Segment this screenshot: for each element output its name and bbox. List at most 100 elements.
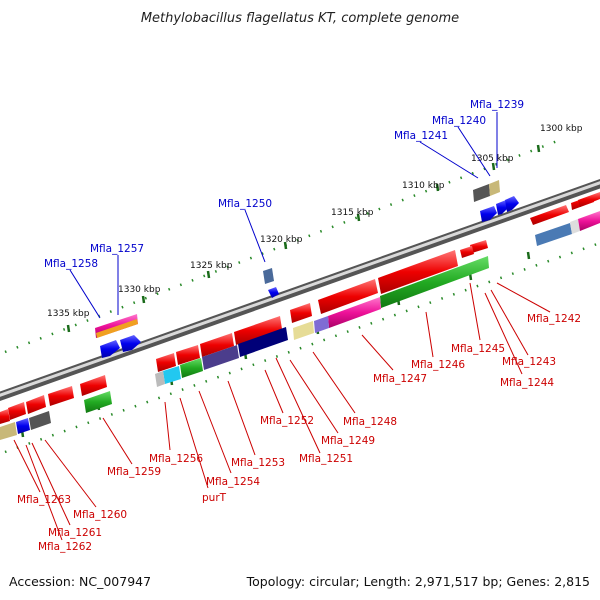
gene-feature — [8, 402, 26, 420]
tick-label: 1335 kbp — [47, 309, 90, 319]
label-leader-lines — [13, 112, 551, 541]
leader-line — [198, 390, 232, 474]
gene-label: Mfla_1250 — [218, 198, 272, 210]
leader-line — [227, 380, 256, 456]
gene-feature — [380, 256, 489, 308]
gene-label: Mfla_1252 — [260, 415, 314, 427]
gene-feature — [80, 375, 107, 396]
gene-label: Mfla_1245 — [451, 343, 505, 355]
gene-feature — [293, 321, 314, 340]
gene-label: Mfla_1246 — [411, 359, 465, 371]
leader-line — [31, 442, 71, 526]
gene-feature — [180, 358, 203, 378]
gene-label: purT — [202, 492, 227, 504]
gene-label: Mfla_1244 — [500, 377, 554, 389]
gene-feature — [378, 250, 458, 294]
tick-mark — [526, 251, 531, 260]
leader-line — [490, 289, 529, 356]
gene-label: Mfla_1254 — [206, 476, 260, 488]
gene-feature — [0, 422, 17, 440]
gene-label: Mfla_1253 — [231, 457, 285, 469]
gene-feature — [176, 345, 200, 365]
gene-feature — [489, 180, 500, 196]
upper-gene-labels: Mfla_1239 Mfla_1240 Mfla_1241 Mfla_1250 … — [44, 99, 524, 270]
leader-line — [419, 141, 479, 179]
gene-feature — [328, 297, 381, 328]
leader-line — [425, 311, 434, 358]
gene-feature — [100, 340, 120, 358]
scale-tick-labels: 1300 kbp 1305 kbp 1310 kbp 1315 kbp 1320… — [47, 124, 583, 319]
gene-feature — [16, 418, 30, 434]
gene-label: Mfla_1256 — [149, 453, 203, 465]
gene-feature — [120, 335, 141, 352]
gene-feature — [48, 386, 74, 406]
leader-line — [469, 282, 481, 341]
genome-stats-text: Topology: circular; Length: 2,971,517 bp… — [246, 574, 590, 589]
gene-feature — [26, 395, 46, 414]
chromosome-backbone — [0, 178, 600, 402]
tick-label: 1305 kbp — [471, 154, 514, 164]
leader-line — [289, 359, 339, 434]
gene-feature — [578, 192, 600, 207]
leader-line — [102, 417, 133, 465]
gene-label: Mfla_1258 — [44, 258, 98, 270]
gene-feature — [155, 371, 165, 387]
leader-line — [361, 334, 394, 371]
accession-text: Accession: NC_007947 — [9, 574, 151, 589]
lower-feature-track — [0, 211, 600, 440]
gene-feature — [84, 391, 112, 413]
tick-label: 1320 kbp — [260, 235, 303, 245]
gene-feature — [473, 184, 490, 202]
gene-label: Mfla_1239 — [470, 99, 524, 111]
leader-line — [264, 369, 284, 414]
tick-mark — [283, 241, 288, 250]
gene-feature — [505, 196, 519, 212]
tick-label: 1330 kbp — [118, 285, 161, 295]
gene-label: Mfla_1242 — [527, 313, 581, 325]
tick-label: 1325 kbp — [190, 261, 233, 271]
gene-feature — [263, 268, 274, 284]
gene-label: Mfla_1249 — [321, 435, 375, 447]
gene-feature — [234, 316, 282, 345]
gene-label: Mfla_1261 — [48, 527, 102, 539]
gene-label: Mfla_1243 — [502, 356, 556, 368]
lower-dotted-line — [4, 241, 600, 454]
leader-line — [179, 397, 209, 489]
tick-mark — [66, 324, 71, 333]
tick-mark — [536, 144, 541, 153]
gene-label: Mfla_1259 — [107, 466, 161, 478]
tick-mark — [206, 270, 211, 279]
leader-line — [164, 401, 171, 451]
genome-title: Methylobacillus flagellatus KT, complete… — [141, 11, 459, 26]
gene-label: Mfla_1241 — [394, 130, 448, 142]
gene-feature — [0, 409, 10, 424]
lower-gene-labels: Mfla_1242 Mfla_1243 Mfla_1244 Mfla_1245 … — [17, 313, 581, 553]
gene-feature — [290, 303, 312, 323]
leader-line — [244, 209, 266, 263]
gene-feature — [470, 240, 488, 253]
gene-feature — [578, 211, 600, 231]
gene-feature — [268, 287, 279, 298]
upper-feature-track — [95, 180, 600, 358]
tick-mark — [141, 295, 146, 304]
gene-feature — [314, 316, 329, 333]
gene-feature — [156, 353, 176, 372]
gene-feature — [163, 366, 181, 384]
tick-label: 1300 kbp — [540, 124, 583, 134]
gene-label: Mfla_1247 — [373, 373, 427, 385]
tick-label: 1310 kbp — [402, 181, 445, 191]
gene-label: Mfla_1257 — [90, 243, 144, 255]
gene-feature — [238, 327, 288, 357]
gene-feature — [29, 411, 51, 430]
leader-line — [44, 439, 97, 508]
gene-feature — [535, 223, 572, 246]
leader-line — [13, 439, 41, 493]
scale-ticks — [66, 144, 541, 333]
tick-mark — [491, 162, 496, 171]
leader-line — [25, 444, 63, 541]
gene-feature — [530, 205, 569, 225]
gene-label: Mfla_1262 — [38, 541, 92, 553]
gene-feature — [200, 333, 234, 357]
gene-label: Mfla_1240 — [432, 115, 486, 127]
leader-line — [457, 126, 491, 177]
